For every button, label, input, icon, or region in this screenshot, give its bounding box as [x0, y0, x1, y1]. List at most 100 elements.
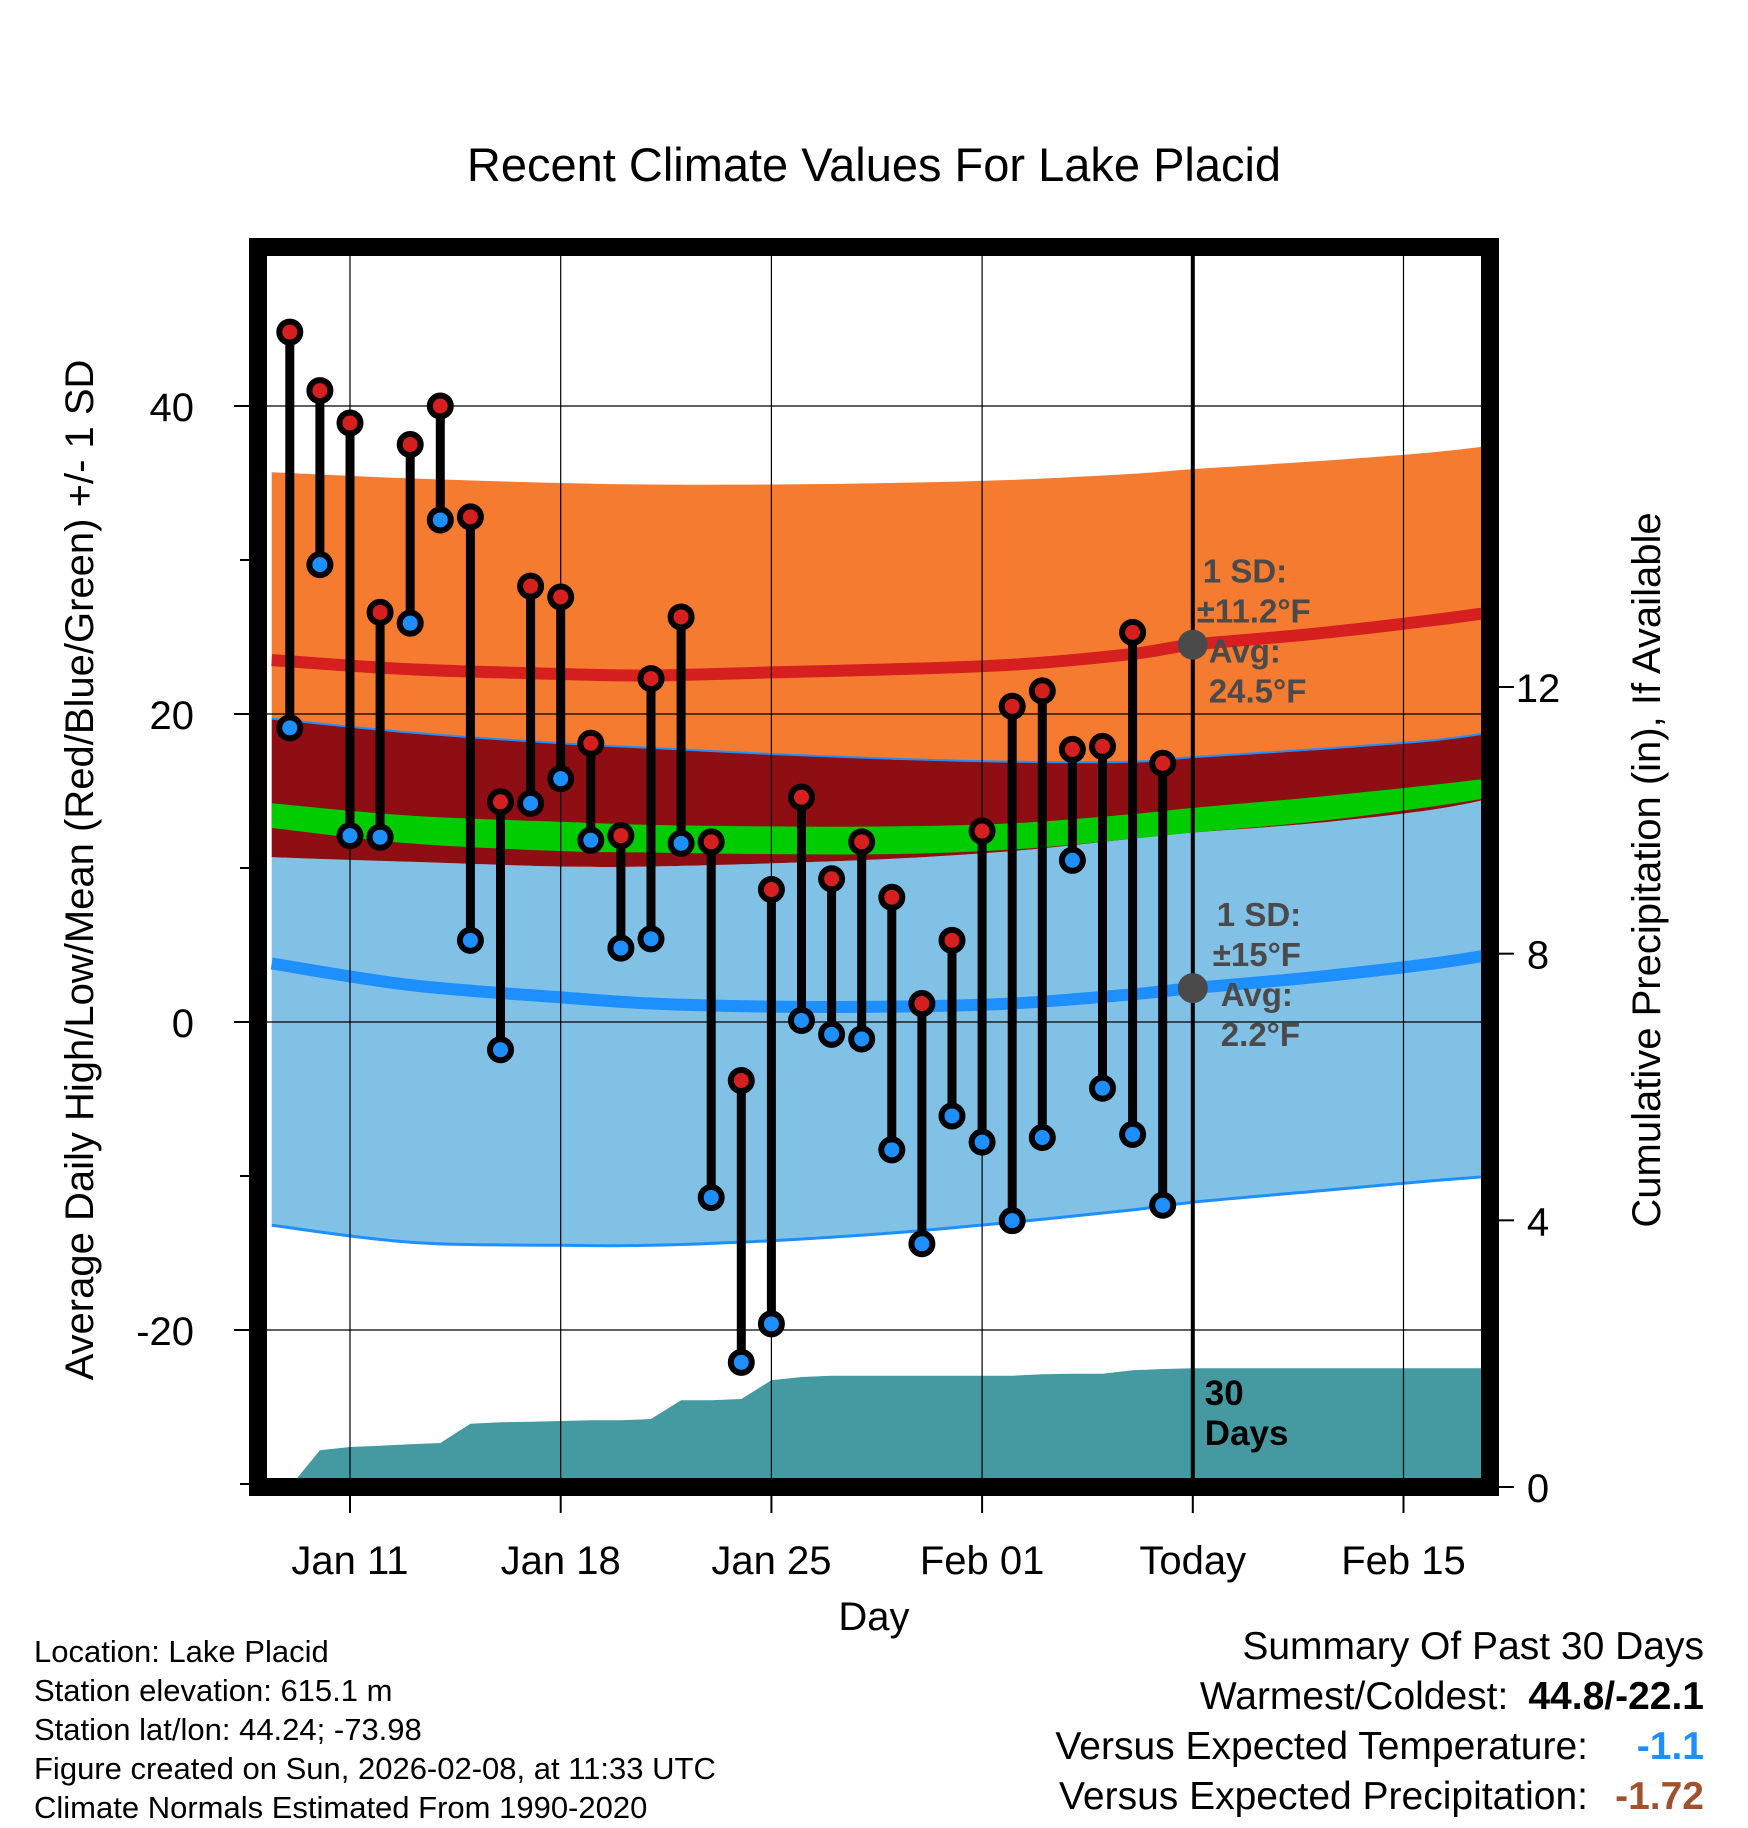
daily-low-marker — [517, 789, 545, 817]
high-sd-label-line-4: 24.5°F — [1209, 673, 1307, 710]
daily-low-marker — [426, 506, 454, 534]
daily-low-marker — [998, 1207, 1026, 1235]
daily-high-marker — [697, 828, 725, 856]
y-axis-label: Average Daily High/Low/Mean (Red/Blue/Gr… — [58, 360, 102, 1381]
daily-high-marker — [1149, 749, 1177, 777]
daily-low-marker — [667, 829, 695, 857]
elevation-text: Station elevation: 615.1 m — [34, 1673, 393, 1708]
daily-high-marker — [968, 817, 996, 845]
precip-period-label-line-2: Days — [1205, 1414, 1289, 1453]
precip-label: Versus Expected Precipitation: — [1059, 1775, 1588, 1818]
summary-heading: Summary Of Past 30 Days — [1242, 1625, 1704, 1668]
precip-row: Versus Expected Precipitation: -1.72 — [904, 1772, 1704, 1822]
daily-low-marker — [938, 1102, 966, 1130]
y-tick-label: 40 — [150, 386, 195, 430]
high-sd-label-line-2: ±11.2°F — [1197, 593, 1311, 630]
daily-low-marker — [1149, 1191, 1177, 1219]
daily-high-marker — [637, 665, 665, 693]
daily-low-marker — [1028, 1124, 1056, 1151]
daily-low-marker — [818, 1020, 846, 1048]
high-sd-label-line-3: Avg: — [1209, 633, 1281, 670]
daily-low-marker — [306, 551, 334, 579]
daily-low-marker — [1089, 1074, 1116, 1102]
y2-tick-label: 4 — [1527, 1200, 1549, 1244]
plot-frame — [249, 238, 1499, 1496]
high-sd-label-line-1: 1 SD: — [1203, 553, 1287, 590]
warm-cold-row: Warmest/Coldest: 44.8/-22.1 — [904, 1672, 1704, 1722]
mean-sd-band — [271, 778, 1490, 855]
daily-high-marker — [1058, 735, 1086, 763]
daily-low-marker — [336, 822, 364, 850]
daily-high-marker — [607, 822, 635, 850]
y-tick-label: 20 — [150, 694, 195, 738]
daily-high-marker — [878, 883, 906, 911]
y2-tick-label: 12 — [1516, 667, 1561, 711]
x-tick-label: Feb 01 — [920, 1539, 1045, 1583]
y-tick-label: -20 — [136, 1310, 194, 1354]
daily-high-marker — [577, 729, 605, 757]
low-sd-label-line-2: ±15°F — [1213, 936, 1301, 973]
location-text: Location: Lake Placid — [34, 1634, 329, 1669]
station-info: Location: Lake Placid Station elevation:… — [34, 1632, 716, 1827]
daily-high-marker — [487, 788, 514, 816]
daily-low-marker — [908, 1230, 936, 1258]
daily-high-marker — [456, 503, 484, 531]
warm-cold-label: Warmest/Coldest: — [1199, 1675, 1509, 1718]
daily-high-marker — [667, 603, 695, 631]
daily-high-marker — [938, 926, 966, 954]
daily-high-marker — [547, 583, 575, 611]
daily-low-marker — [697, 1184, 725, 1212]
temp-value: -1.1 — [1636, 1725, 1704, 1768]
daily-high-marker — [788, 783, 815, 811]
daily-high-marker — [276, 318, 304, 346]
precip-area — [289, 1368, 1490, 1487]
daily-high-marker — [396, 431, 424, 458]
daily-high-marker — [1119, 618, 1147, 646]
precip-period-label-line-1: 30 — [1205, 1374, 1244, 1413]
daily-low-marker — [968, 1128, 996, 1156]
low-sd-label-line-4: 2.2°F — [1221, 1016, 1300, 1053]
daily-low-marker — [848, 1025, 876, 1053]
x-tick-label: Jan 25 — [711, 1539, 831, 1583]
x-axis-label: Day — [838, 1595, 909, 1639]
daily-high-marker — [998, 692, 1026, 720]
daily-low-marker — [607, 934, 635, 962]
temp-label: Versus Expected Temperature: — [1055, 1725, 1588, 1768]
daily-high-marker — [426, 392, 454, 420]
low-avg-marker — [1177, 973, 1208, 1004]
daily-low-marker — [1058, 846, 1086, 874]
daily-low-marker — [487, 1036, 514, 1064]
daily-high-marker — [908, 990, 936, 1018]
low-sd-label-line-3: Avg: — [1221, 976, 1293, 1013]
daily-low-marker — [456, 926, 484, 954]
high-avg-marker — [1177, 629, 1208, 660]
y2-tick-label: 0 — [1527, 1467, 1549, 1511]
x-tick-label: Today — [1139, 1539, 1246, 1583]
daily-low-marker — [1119, 1120, 1147, 1148]
normals-text: Climate Normals Estimated From 1990-2020 — [34, 1790, 648, 1825]
daily-low-marker — [727, 1348, 755, 1376]
daily-high-marker — [848, 828, 876, 856]
high-mean-line — [271, 606, 1490, 682]
daily-high-marker — [1089, 732, 1116, 760]
warm-cold-value: 44.8/-22.1 — [1528, 1675, 1704, 1718]
daily-high-marker — [517, 572, 545, 600]
daily-low-marker — [276, 714, 304, 742]
daily-low-marker — [788, 1006, 815, 1034]
daily-low-marker — [878, 1136, 906, 1164]
summary-panel: Summary Of Past 30 Days Warmest/Coldest:… — [904, 1622, 1704, 1822]
daily-low-marker — [396, 609, 424, 637]
daily-high-marker — [757, 876, 785, 904]
created-text: Figure created on Sun, 2026-02-08, at 11… — [34, 1751, 716, 1786]
daily-low-marker — [577, 826, 605, 854]
latlon-text: Station lat/lon: 44.24; -73.98 — [34, 1712, 422, 1747]
daily-high-marker — [727, 1067, 755, 1095]
x-tick-label: Jan 18 — [501, 1539, 621, 1583]
x-tick-label: Jan 11 — [291, 1539, 408, 1583]
y2-axis-label: Cumulative Precipitation (in), If Availa… — [1625, 512, 1669, 1227]
daily-low-marker — [637, 925, 665, 953]
daily-low-marker — [547, 765, 575, 793]
low-sd-label-line-1: 1 SD: — [1217, 896, 1301, 933]
